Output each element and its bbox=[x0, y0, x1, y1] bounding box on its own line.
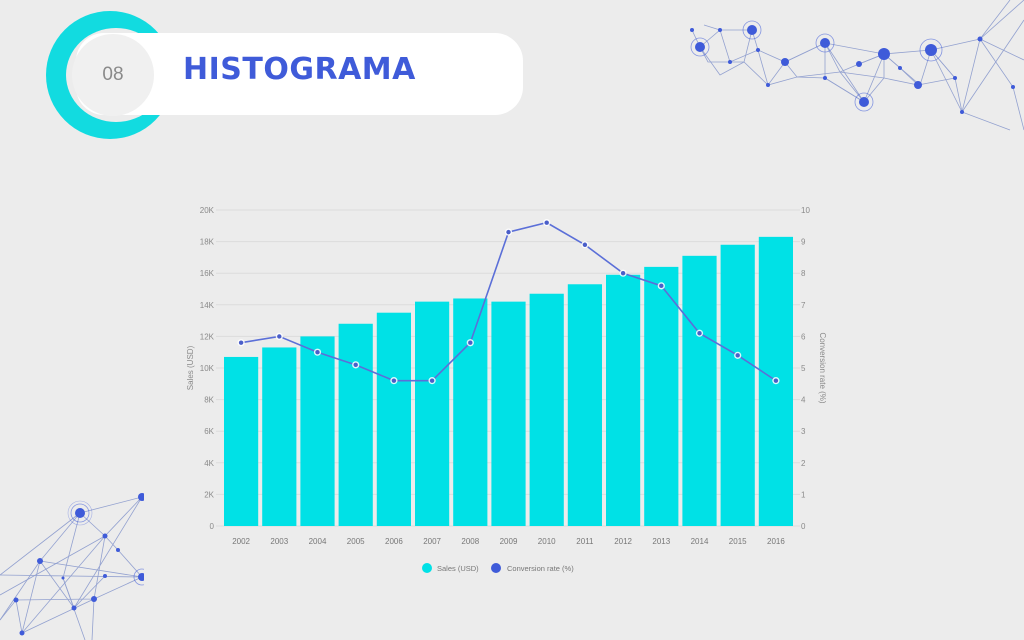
y-tick-label: 0 bbox=[210, 522, 215, 531]
x-tick-label: 2003 bbox=[270, 537, 288, 546]
y-tick-label: 4K bbox=[204, 459, 214, 468]
data-point-2002 bbox=[238, 340, 244, 345]
x-tick-label: 2006 bbox=[385, 537, 403, 546]
data-point-2003 bbox=[277, 334, 282, 339]
data-point-2010 bbox=[544, 220, 549, 225]
data-point-2011 bbox=[582, 242, 588, 247]
x-tick-label: 2010 bbox=[538, 537, 556, 546]
y-tick-label: 18K bbox=[200, 238, 215, 247]
bar-2013 bbox=[644, 266, 679, 526]
y-tick-label: 16K bbox=[200, 269, 215, 278]
bar-2006 bbox=[376, 312, 411, 526]
data-point-2008 bbox=[468, 340, 473, 345]
x-tick-label: 2004 bbox=[309, 537, 327, 546]
bar-2014 bbox=[682, 255, 717, 526]
chart-legend: Sales (USD) Conversion rate (%) bbox=[422, 563, 574, 573]
section-number-badge: 08 bbox=[72, 34, 154, 116]
x-axis-labels: 2002 2003 2004 2005 2006 2007 2008 2009 2010 2011… bbox=[232, 537, 785, 546]
y2-tick-label: 10 bbox=[801, 206, 810, 215]
y2-tick-label: 4 bbox=[801, 396, 806, 405]
y2-tick-label: 1 bbox=[801, 490, 806, 499]
bar-2007 bbox=[415, 301, 450, 526]
x-tick-label: 2005 bbox=[347, 537, 365, 546]
data-point-2006 bbox=[391, 378, 397, 383]
x-tick-label: 2002 bbox=[232, 537, 250, 546]
data-point-2016 bbox=[773, 378, 779, 383]
y-tick-label: 14K bbox=[200, 301, 215, 310]
section-number: 08 bbox=[102, 64, 124, 85]
data-point-2007 bbox=[429, 378, 435, 383]
y-axis-right-title: Conversion rate (%) bbox=[818, 332, 827, 403]
y2-tick-label: 7 bbox=[801, 301, 806, 310]
x-tick-label: 2012 bbox=[614, 537, 632, 546]
bar-2008 bbox=[453, 298, 488, 526]
y-tick-label: 2K bbox=[204, 490, 214, 499]
y2-tick-label: 5 bbox=[801, 364, 806, 373]
y2-tick-label: 0 bbox=[801, 522, 806, 531]
bar-2010 bbox=[529, 293, 564, 526]
bar-2012 bbox=[606, 274, 641, 526]
bar-2015 bbox=[720, 244, 755, 526]
y-tick-label: 20K bbox=[200, 206, 215, 215]
bar-2003 bbox=[262, 347, 297, 526]
x-tick-label: 2011 bbox=[576, 537, 594, 546]
conversion-rate-line bbox=[237, 219, 780, 385]
x-tick-label: 2014 bbox=[691, 537, 709, 546]
data-point-2005 bbox=[353, 362, 358, 368]
data-point-2009 bbox=[506, 229, 511, 235]
y2-tick-label: 3 bbox=[801, 427, 806, 436]
legend-sales-swatch-icon bbox=[422, 563, 432, 573]
x-tick-label: 2007 bbox=[423, 537, 441, 546]
bar-2004 bbox=[300, 336, 335, 526]
page-title: HISTOGRAMA bbox=[183, 52, 416, 87]
y-axis-left-title: Sales (USD) bbox=[186, 345, 195, 390]
x-tick-label: 2016 bbox=[767, 537, 785, 546]
x-tick-label: 2015 bbox=[729, 537, 747, 546]
y2-tick-label: 2 bbox=[801, 459, 806, 468]
y2-tick-label: 6 bbox=[801, 332, 806, 341]
y2-tick-label: 9 bbox=[801, 238, 806, 247]
data-point-2012 bbox=[620, 271, 626, 276]
x-tick-label: 2013 bbox=[652, 537, 670, 546]
data-point-2013 bbox=[659, 283, 664, 289]
bar-2011 bbox=[567, 284, 602, 526]
x-tick-label: 2009 bbox=[500, 537, 518, 546]
y-axis-right-ticks: 0 1 2 3 4 5 6 7 8 9 10 bbox=[801, 206, 810, 531]
legend-conversion-label: Conversion rate (%) bbox=[507, 564, 574, 573]
x-tick-label: 2008 bbox=[461, 537, 479, 546]
y-tick-label: 12K bbox=[200, 332, 215, 341]
data-point-2015 bbox=[735, 353, 740, 358]
legend-sales-label: Sales (USD) bbox=[437, 564, 479, 573]
y-tick-label: 6K bbox=[204, 427, 214, 436]
y-tick-label: 10K bbox=[200, 364, 215, 373]
bar-2009 bbox=[491, 301, 526, 526]
bar-2002 bbox=[224, 356, 259, 526]
y-tick-label: 8K bbox=[204, 396, 214, 405]
bar-2005 bbox=[338, 323, 373, 526]
network-decoration-bottom-left-icon bbox=[0, 493, 144, 640]
data-point-2004 bbox=[315, 350, 320, 355]
sales-bars bbox=[224, 236, 793, 527]
network-decoration-top-right-icon bbox=[690, 0, 1024, 131]
data-point-2014 bbox=[697, 331, 702, 336]
legend-conversion-swatch-icon bbox=[491, 563, 501, 573]
y-axis-left-ticks: 0 2K 4K 6K 8K 10K 12K 14K 16K 18K 20K bbox=[200, 206, 215, 531]
y2-tick-label: 8 bbox=[801, 269, 806, 278]
